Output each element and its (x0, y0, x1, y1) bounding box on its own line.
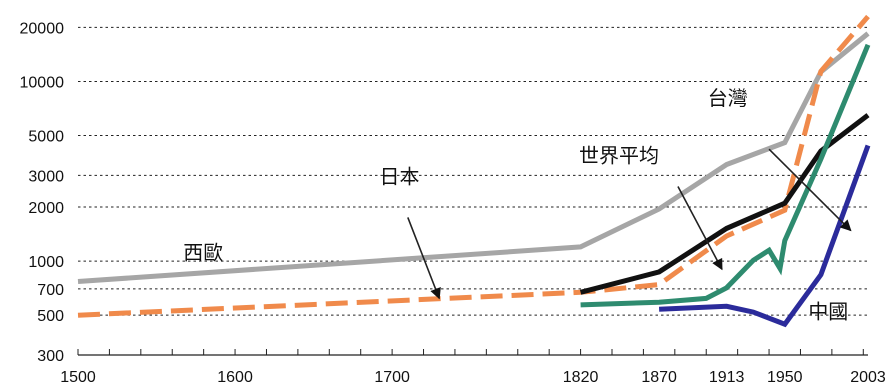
series-label-western-europe: 西歐 (183, 241, 223, 265)
series-label-japan: 日本 (380, 165, 420, 189)
y-tick-label: 300 (37, 348, 64, 365)
pointer-arrow-world-average (677, 186, 723, 271)
series-line-japan (77, 14, 870, 318)
series-line-china (658, 144, 871, 328)
series-line-taiwan (580, 43, 871, 308)
y-tick-label: 10000 (20, 74, 65, 91)
pointer-arrow-taiwan (768, 148, 852, 232)
series-label-taiwan: 台灣 (708, 86, 748, 110)
y-tick-label: 20000 (20, 20, 65, 37)
y-tick-label: 500 (37, 308, 64, 325)
x-tick-label: 1950 (767, 369, 803, 386)
series-label-world-average: 世界平均 (579, 143, 659, 167)
x-tick-label: 1700 (374, 369, 410, 386)
y-tick-label: 2000 (28, 200, 64, 217)
series-label-china: 中國 (808, 299, 848, 323)
y-tick-label: 1000 (28, 254, 64, 271)
x-tick-label: 1820 (563, 369, 599, 386)
y-tick-label: 5000 (28, 129, 64, 146)
axis-layer (77, 349, 868, 356)
series-layer (77, 14, 871, 328)
pointer-arrow-japan (407, 217, 441, 300)
x-tick-label: 1870 (641, 369, 677, 386)
y-tick-label: 700 (37, 282, 64, 299)
y-tick-label: 3000 (28, 168, 64, 185)
x-tick-label: 1500 (60, 369, 96, 386)
x-tick-label: 2003 (850, 369, 886, 386)
x-tick-label: 1600 (217, 369, 253, 386)
x-tick-label: 1913 (709, 369, 745, 386)
label-layer: 300 500 700 1000 2000 3000 5000 10000 20000 1500 1… (20, 20, 886, 386)
